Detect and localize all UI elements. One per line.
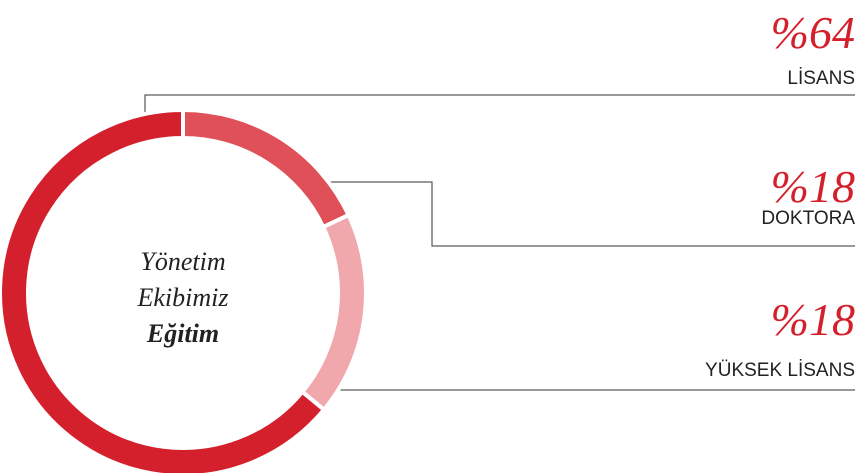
value-label: %18 [771, 294, 855, 345]
category-label: LİSANS [787, 68, 855, 89]
center-text: Eğitim [146, 319, 219, 348]
category-label: DOKTORA [761, 208, 855, 229]
donut-segment [181, 107, 352, 230]
center-text: Ekibimiz [137, 283, 229, 312]
leader-line [328, 181, 855, 247]
category-label: YÜKSEK LİSANS [705, 360, 855, 381]
donut-segment [299, 212, 368, 413]
leader-lines [144, 94, 855, 391]
leader-line [144, 94, 855, 118]
donut-segment [0, 107, 327, 473]
value-label: %18 [771, 161, 855, 212]
value-label: %64 [771, 7, 855, 58]
center-text: Yönetim [140, 247, 225, 276]
